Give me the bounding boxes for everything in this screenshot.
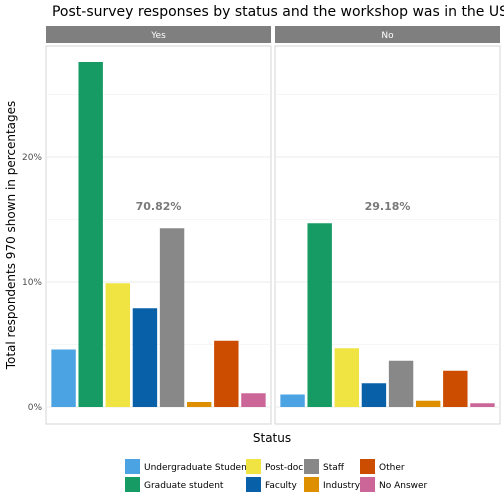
legend-swatch: [360, 477, 375, 492]
legend-swatch: [360, 459, 375, 474]
facet-panels: Yes 70.82% No 29.18%: [45, 26, 501, 425]
bar-yes-faculty: [132, 308, 158, 407]
facet-strip-label: No: [381, 31, 394, 41]
bar-no-no-answer: [470, 403, 495, 407]
legend-label: Post-doc: [265, 463, 303, 473]
bar-yes-graduate-student: [78, 62, 103, 407]
bar-no-other: [443, 370, 468, 407]
facet-percentage-label: 29.18%: [365, 200, 411, 213]
legend-swatch: [125, 477, 140, 492]
bar-yes-post-doc: [105, 283, 131, 407]
legend-swatch: [125, 459, 140, 474]
y-tick-label: 0%: [28, 403, 43, 413]
y-axis-title: Total respondents 970 shown in percentag…: [4, 101, 18, 371]
bar-yes-industry: [186, 402, 212, 407]
bar-yes-staff: [159, 228, 185, 407]
legend-item-other: Other: [360, 459, 405, 474]
legend-item-no-answer: No Answer: [360, 477, 428, 492]
bar-no-staff: [388, 360, 414, 407]
x-axis-title: Status: [253, 431, 291, 445]
bar-no-faculty: [361, 383, 387, 407]
bar-no-undergraduate-student: [280, 394, 305, 407]
legend-item-faculty: Faculty: [246, 477, 298, 492]
legend: Undergraduate Student Graduate student Pos…: [125, 459, 428, 492]
facet-strip: [46, 26, 271, 43]
bar-no-graduate-student: [307, 223, 332, 407]
bar-yes-no-answer: [241, 393, 266, 407]
facet-strip: [275, 26, 500, 43]
legend-label: Other: [379, 463, 405, 473]
facet-strip-label: Yes: [150, 31, 166, 41]
legend-item-undergraduate-student: Undergraduate Student: [125, 459, 251, 474]
bar-yes-undergraduate-student: [51, 349, 76, 407]
bar-no-industry: [415, 400, 441, 407]
y-axis-ticks: 0% 10% 20%: [22, 153, 42, 413]
facet-percentage-label: 70.82%: [136, 200, 182, 213]
bar-yes-other: [214, 340, 239, 407]
legend-label: Faculty: [265, 481, 298, 491]
facet-panel-yes: Yes 70.82%: [45, 26, 272, 425]
legend-label: Graduate student: [144, 481, 224, 491]
legend-label: Industry: [323, 481, 361, 491]
legend-label: No Answer: [379, 481, 428, 491]
legend-swatch: [304, 459, 319, 474]
legend-item-staff: Staff: [304, 459, 345, 474]
bar-no-post-doc: [334, 348, 360, 407]
legend-swatch: [246, 459, 261, 474]
y-tick-label: 20%: [22, 153, 42, 163]
legend-swatch: [304, 477, 319, 492]
legend-label: Staff: [323, 463, 345, 473]
legend-swatch: [246, 477, 261, 492]
legend-item-graduate-student: Graduate student: [125, 477, 224, 492]
legend-item-industry: Industry: [304, 477, 361, 492]
legend-item-post-doc: Post-doc: [246, 459, 303, 474]
y-tick-label: 10%: [22, 278, 42, 288]
facet-panel-no: No 29.18%: [274, 26, 501, 425]
legend-label: Undergraduate Student: [144, 463, 251, 473]
chart-title: Post-survey responses by status and the …: [52, 4, 504, 20]
